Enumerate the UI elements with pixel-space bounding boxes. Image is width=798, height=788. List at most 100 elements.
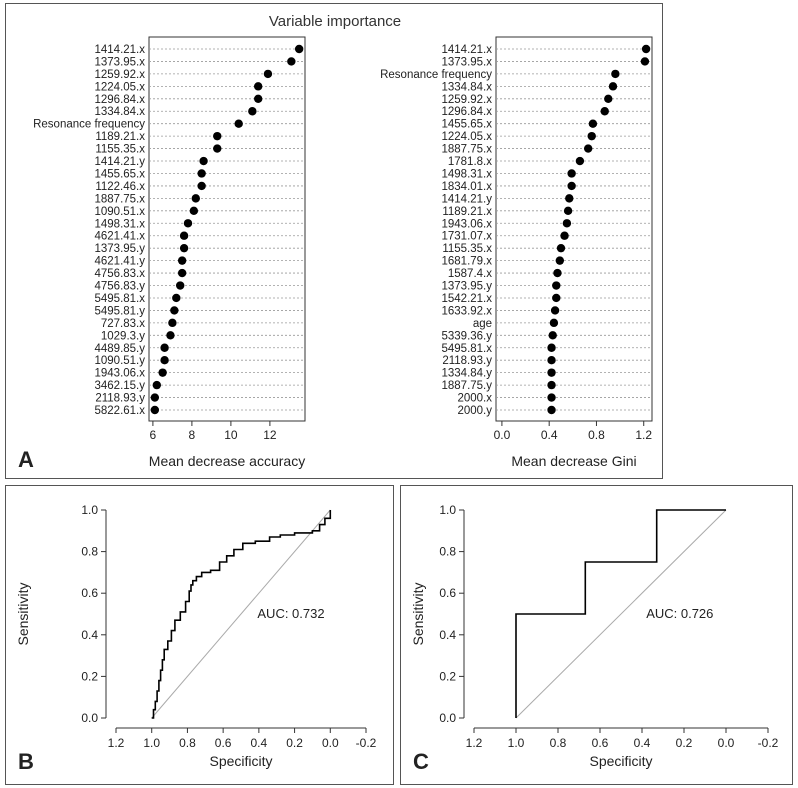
gini-point xyxy=(587,131,596,141)
accuracy-point xyxy=(160,356,169,365)
gini-x-tick-label: 0.8 xyxy=(588,428,605,442)
roc-b-x-tick-label: 1.2 xyxy=(108,736,125,750)
accuracy-category-label: 5822.61.x xyxy=(94,405,145,417)
roc-b-x-tick-label: 0.6 xyxy=(215,736,232,750)
accuracy-point xyxy=(234,119,243,128)
accuracy-x-tick-label: 12 xyxy=(263,428,277,442)
gini-point xyxy=(604,94,613,103)
gini-point xyxy=(562,219,572,228)
gini-point xyxy=(608,82,618,91)
gini-x-tick-label: 1.2 xyxy=(635,428,652,442)
gini-point xyxy=(600,107,609,116)
gini-point xyxy=(547,343,556,352)
gini-category-label: 1189.21.x xyxy=(442,206,492,218)
roc-c-x-tick-label: 0.0 xyxy=(718,736,735,750)
accuracy-plot-frame xyxy=(148,36,306,422)
accuracy-point xyxy=(179,243,189,253)
gini-point xyxy=(547,356,556,365)
gini-point xyxy=(560,231,569,240)
accuracy-x-axis-label: Mean decrease accuracy xyxy=(149,453,305,469)
accuracy-category-label: 1189.21.x xyxy=(95,131,145,143)
accuracy-category-label: 1334.84.x xyxy=(94,106,145,118)
roc-c-auc-annotation: AUC: 0.726 xyxy=(646,606,713,621)
accuracy-point xyxy=(213,131,222,141)
accuracy-category-label: 1414.21.x xyxy=(94,44,145,56)
accuracy-point xyxy=(152,380,161,390)
accuracy-point xyxy=(168,318,177,328)
roc-b-y-tick-label: 0.0 xyxy=(81,711,98,725)
roc-c-y-tick-label: 0.8 xyxy=(439,545,456,559)
chart-title: Variable importance xyxy=(268,13,402,30)
gini-category-label: Resonance frequency xyxy=(380,69,492,81)
gini-category-label: 1781.8.x xyxy=(448,156,492,168)
gini-category-label: 2000.x xyxy=(457,393,492,405)
roc-c-y-tick-label: 0.0 xyxy=(439,711,456,725)
panel-c: 1.2 1.0 0.8 0.6 0.4 0.2 0.0 -0.2 Specificity 0.0 0… xyxy=(400,485,793,785)
accuracy-point xyxy=(150,393,160,402)
roc-c-y-tick-label: 0.2 xyxy=(439,669,456,683)
accuracy-point xyxy=(189,206,199,216)
panel-b: 1.2 1.0 0.8 0.6 0.4 0.2 0.0 -0.2 Specificity 0.0 0… xyxy=(5,485,394,785)
gini-category-label: 1373.95.x xyxy=(441,56,492,68)
accuracy-category-label: 4756.83.x xyxy=(94,268,145,280)
accuracy-point xyxy=(176,281,185,290)
roc-c-x-tick-label: 0.2 xyxy=(676,736,693,750)
gini-category-label: 1334.84.x xyxy=(441,81,492,93)
gini-point xyxy=(547,393,556,402)
gini-point xyxy=(548,331,557,340)
gini-point xyxy=(550,306,560,315)
accuracy-point xyxy=(254,94,263,103)
panel-label-c: C xyxy=(413,749,429,774)
accuracy-point xyxy=(254,82,263,91)
accuracy-point xyxy=(263,69,273,79)
gini-point xyxy=(565,194,574,203)
gini-plot-frame xyxy=(495,36,653,422)
roc-b-roc-line xyxy=(151,510,332,719)
gini-category-label: 1887.75.x xyxy=(441,144,492,156)
gini-category-label: 5339.36.y xyxy=(441,330,492,342)
gini-point xyxy=(583,144,593,153)
roc-b-y-tick-label: 0.4 xyxy=(81,628,98,642)
accuracy-point xyxy=(213,144,222,153)
accuracy-x-tick-label: 8 xyxy=(189,428,196,442)
gini-point xyxy=(555,256,565,265)
gini-category-label: 1633.92.x xyxy=(441,305,492,317)
gini-category-label: 1224.05.x xyxy=(441,131,492,143)
gini-point xyxy=(640,57,650,66)
accuracy-category-label: 1455.65.x xyxy=(94,168,145,180)
gini-point xyxy=(556,243,566,253)
roc-curve-b-svg: 1.2 1.0 0.8 0.6 0.4 0.2 0.0 -0.2 Specificity 0.0 0… xyxy=(15,503,377,769)
gini-category-label: 1155.35.x xyxy=(442,243,492,255)
gini-category-label: 1731.07.x xyxy=(441,231,492,243)
gini-category-label: 1373.95.y xyxy=(441,281,492,293)
roc-c-x-tick-label: 0.6 xyxy=(592,736,609,750)
roc-c-x-axis-label: Specificity xyxy=(589,753,652,769)
accuracy-category-label: 1090.51.x xyxy=(94,206,145,218)
accuracy-point xyxy=(170,306,179,315)
accuracy-category-label: 1090.51.y xyxy=(94,355,145,367)
roc-c-y-tick-label: 1.0 xyxy=(439,503,456,517)
gini-point xyxy=(575,156,585,166)
accuracy-category-label: 1943.06.x xyxy=(94,368,145,380)
gini-x-tick-label: 0.0 xyxy=(494,428,511,442)
panel-a: Variable importance 1414.21.x 1373.95.x 12… xyxy=(5,3,663,479)
gini-point xyxy=(553,268,562,278)
roc-b-x-tick-label: 0.0 xyxy=(322,736,339,750)
gini-category-label: age xyxy=(473,318,492,330)
accuracy-point xyxy=(177,268,187,278)
accuracy-point xyxy=(248,107,257,116)
accuracy-point xyxy=(197,181,206,191)
gini-category-label: 1943.06.x xyxy=(441,218,492,230)
gini-category-label: 1259.92.x xyxy=(441,94,492,106)
gini-category-label: 1296.84.x xyxy=(441,106,492,118)
gini-category-label: 1681.79.x xyxy=(441,256,492,268)
accuracy-category-label: 4621.41.x xyxy=(94,231,145,243)
roc-curve-c-svg: 1.2 1.0 0.8 0.6 0.4 0.2 0.0 -0.2 Specificity 0.0 0… xyxy=(410,503,779,769)
gini-point xyxy=(567,181,576,191)
accuracy-category-label: 5495.81.x xyxy=(94,293,145,305)
gini-category-label: 1887.75.y xyxy=(441,380,492,392)
gini-category-label: 1498.31.x xyxy=(441,168,492,180)
gini-point xyxy=(547,380,556,390)
accuracy-x-tick-label: 10 xyxy=(224,428,238,442)
variable-importance-svg: 1414.21.x 1373.95.x 1259.92.x 1224.05.x 1296… xyxy=(33,36,653,469)
